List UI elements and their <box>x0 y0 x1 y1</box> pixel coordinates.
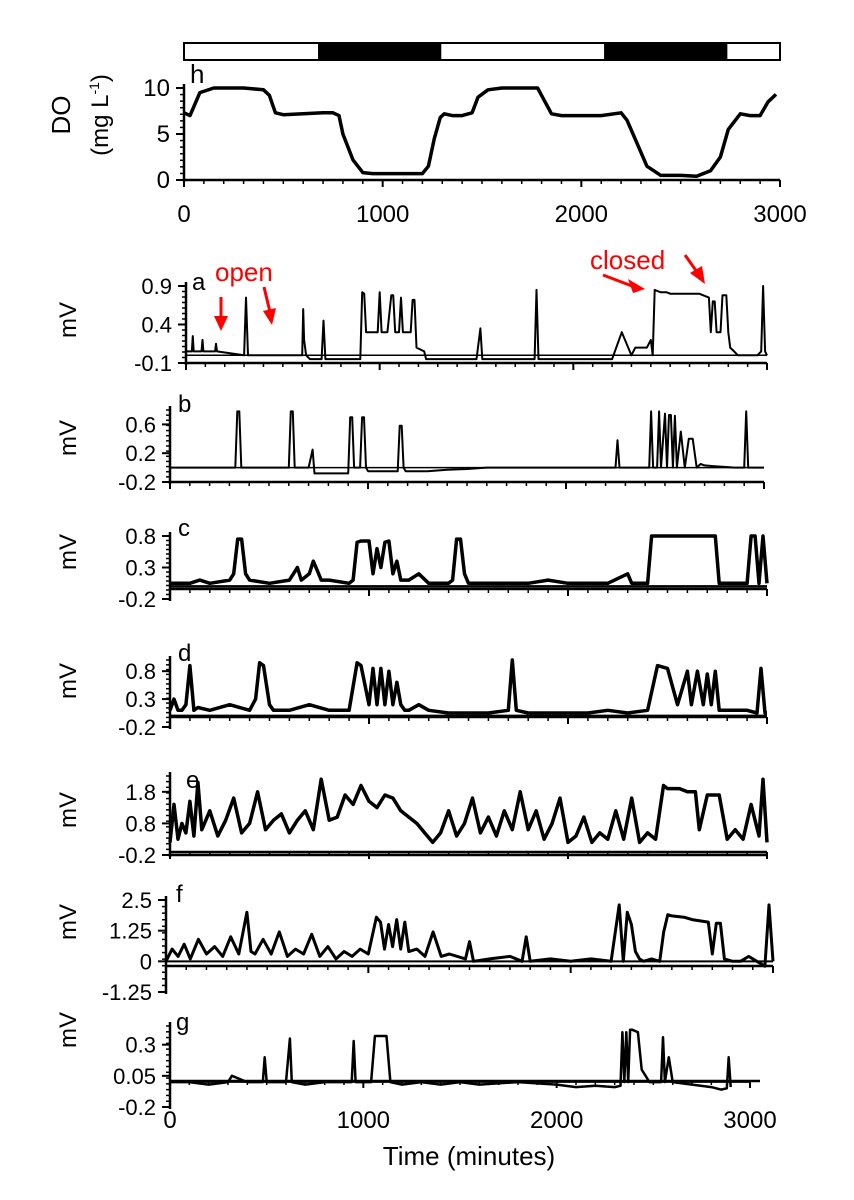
y-tick-label: 10 <box>143 75 170 102</box>
y-tick-label: 0.05 <box>113 1064 156 1089</box>
y-tick-label: 0.6 <box>125 412 156 437</box>
panel-f: 2.5 1.25 0 -1.25 f mV <box>55 881 775 1005</box>
y-tick-label: -0.2 <box>118 715 156 740</box>
series-line-d <box>168 658 767 715</box>
panel-label-c: c <box>178 515 190 542</box>
panel-label-g: g <box>176 1009 189 1036</box>
y-tick-label: 0.3 <box>125 556 156 581</box>
x-tick-label: 3000 <box>723 1107 776 1134</box>
bar-segment-dark <box>318 42 442 61</box>
panel-e-plot: 1.8 0.8 -0.2 <box>118 772 769 868</box>
panel-b: 0.6 0.2 -0.2 b mV <box>55 391 765 495</box>
series-line-f <box>164 903 775 968</box>
y-tick-label: 0.8 <box>125 659 156 684</box>
x-tick-label: 2000 <box>555 201 608 228</box>
panel-g-ylabel: mV <box>55 1012 82 1048</box>
closed-arrow-1-head <box>628 279 645 293</box>
ylabel-close: ) <box>87 74 114 82</box>
panel-d-ylabel: mV <box>55 663 82 699</box>
series-line-a <box>186 285 768 361</box>
open-arrow-1-head <box>214 316 228 331</box>
y-tick-label: 2.5 <box>121 888 152 913</box>
panel-label-e: e <box>186 767 199 794</box>
panel-f-ylabel: mV <box>55 904 82 940</box>
bar-segment-light <box>439 42 607 61</box>
panel-h-ylabel-line2: (mg L-1) <box>86 74 114 156</box>
panel-f-plot: 2.5 1.25 0 -1.25 <box>102 888 775 1005</box>
y-tick-label: -0.2 <box>118 470 156 495</box>
panel-b-ylabel: mV <box>55 420 82 456</box>
y-tick-label: 1.25 <box>109 919 152 944</box>
panel-label-f: f <box>176 881 183 908</box>
annotation-open: open <box>215 257 273 287</box>
y-tick-label: 0.9 <box>141 274 172 299</box>
panel-label-b: b <box>178 391 191 418</box>
open-arrow-2 <box>262 286 272 313</box>
closed-arrow-2 <box>683 254 699 273</box>
annotations: open closed <box>214 245 705 331</box>
panel-g: 0.3 0.05 -0.2 0 1000 2000 3000 g mV Time (minu… <box>55 1009 777 1171</box>
y-tick-label: -0.2 <box>118 587 156 612</box>
series-line-g <box>170 1028 732 1091</box>
ylabel-main: (mg L <box>87 95 114 156</box>
panel-a-plot: 0.9 0.4 -0.1 <box>134 274 768 376</box>
y-tick-label: 0 <box>157 167 170 194</box>
panel-c: 0.8 0.3 -0.2 c mV <box>55 515 769 612</box>
panel-d-plot: 0.8 0.3 -0.2 <box>118 656 768 740</box>
y-tick-label: 0.2 <box>125 441 156 466</box>
series-line-b <box>170 410 764 475</box>
y-tick-label: 1.8 <box>125 780 156 805</box>
open-arrow-2-head <box>263 308 276 325</box>
panel-e: 1.8 0.8 -0.2 e mV <box>55 767 769 868</box>
annotation-closed: closed <box>590 245 665 275</box>
bar-segment-dark <box>604 42 728 61</box>
panel-a-ylabel: mV <box>55 302 82 338</box>
panel-c-ylabel: mV <box>55 534 82 570</box>
series-line-h <box>183 86 778 179</box>
y-tick-label: 5 <box>157 121 170 148</box>
panel-g-plot: 0.3 0.05 -0.2 0 1000 2000 3000 <box>113 1022 777 1134</box>
y-tick-label: 0.3 <box>125 687 156 712</box>
x-axis-title: Time (minutes) <box>383 1141 555 1171</box>
panel-c-plot: 0.8 0.3 -0.2 <box>118 524 769 612</box>
y-tick-label: -0.2 <box>118 1095 156 1120</box>
x-tick-label: 3000 <box>753 201 806 228</box>
x-tick-label: 0 <box>177 201 190 228</box>
panel-h-ylabel-line1: DO <box>46 96 76 135</box>
panel-h-plot: 10 5 00 1000 2000 3000 <box>143 75 806 228</box>
y-tick-label: 0 <box>140 949 152 974</box>
bar-segment-light <box>183 42 321 61</box>
y-tick-label: 0.8 <box>125 524 156 549</box>
series-line-c <box>170 534 769 586</box>
panel-d: 0.8 0.3 -0.2 d mV <box>55 640 768 740</box>
y-tick-label: 0.3 <box>125 1033 156 1058</box>
y-tick-label: 0.8 <box>125 811 156 836</box>
panel-a: 0.9 0.4 -0.1 a mV <box>55 269 768 376</box>
ylabel-superscript: -1 <box>86 82 102 95</box>
y-tick-label: -0.2 <box>118 843 156 868</box>
panel-label-d: d <box>178 640 191 667</box>
x-tick-label: 2000 <box>530 1107 583 1134</box>
y-tick-label: 0.4 <box>141 313 172 338</box>
light-dark-bar <box>183 42 781 61</box>
panel-b-plot: 0.6 0.2 -0.2 <box>118 406 765 495</box>
panel-label-a: a <box>192 269 206 296</box>
panel-h: 10 5 00 1000 2000 3000 h DO (mg L-1) <box>46 59 807 228</box>
y-tick-label: -1.25 <box>102 980 152 1005</box>
closed-arrow-1 <box>602 273 633 288</box>
series-line-e <box>168 777 769 845</box>
x-tick-label: 1000 <box>337 1107 390 1134</box>
bar-segment-light <box>725 42 781 61</box>
panel-label-h: h <box>190 59 204 89</box>
closed-arrow-2-head <box>690 266 705 284</box>
panel-e-ylabel: mV <box>55 792 82 828</box>
y-tick-label: -0.1 <box>134 351 172 376</box>
x-tick-label: 1000 <box>356 201 409 228</box>
x-tick-label: 0 <box>163 1107 176 1134</box>
